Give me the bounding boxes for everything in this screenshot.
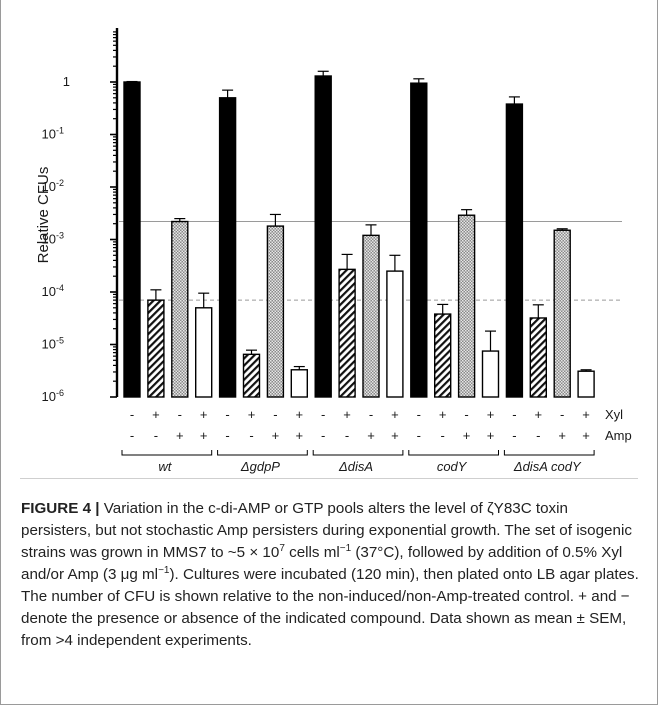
y-tick-label: 10-3: [42, 231, 64, 247]
y-tick-label: 1: [63, 74, 70, 89]
y-tick-exponent: -3: [56, 231, 64, 241]
bar: [266, 225, 285, 398]
bar: [434, 313, 452, 398]
bar: [147, 299, 165, 398]
condition-sign: +: [487, 407, 495, 422]
bar: [218, 97, 237, 398]
group-bracket: [217, 450, 308, 456]
caption-text-2: cells ml: [284, 544, 340, 561]
condition-sign: +: [152, 407, 160, 422]
bar: [194, 307, 213, 398]
group-label: ΔgdpP: [240, 459, 280, 474]
condition-sign: -: [441, 428, 445, 443]
condition-sign: +: [200, 407, 208, 422]
condition-sign: -: [321, 428, 325, 443]
condition-sign: +: [248, 407, 256, 422]
condition-sign: -: [154, 428, 158, 443]
figure-frame: [0, 0, 658, 705]
y-tick-exponent: -2: [56, 178, 64, 188]
bar: [314, 75, 332, 398]
condition-sign: -: [512, 428, 516, 443]
y-tick-label: 10-6: [42, 388, 64, 404]
bar: [505, 103, 524, 398]
y-tick-label: 10-5: [42, 336, 64, 352]
condition-sign: -: [417, 407, 421, 422]
condition-sign: +: [535, 407, 543, 422]
condition-sign: -: [225, 428, 229, 443]
condition-sign: +: [582, 428, 590, 443]
y-tick-label: 10-1: [42, 126, 64, 142]
bar: [553, 229, 571, 398]
bar: [481, 350, 500, 398]
caption-divider: [20, 478, 638, 479]
caption-text-1: Variation in the c-di-AMP or GTP pools a…: [21, 500, 632, 561]
group-bracket: [312, 450, 404, 456]
figure-caption: FIGURE 4 | Variation in the c-di-AMP or …: [21, 498, 641, 652]
condition-sign: -: [225, 407, 229, 422]
condition-sign: +: [487, 428, 495, 443]
condition-sign: -: [536, 428, 540, 443]
group-bracket: [121, 450, 213, 456]
condition-sign: -: [273, 407, 277, 422]
group-bracket: [503, 450, 595, 456]
row-label-amp: Amp: [605, 428, 632, 443]
caption-text-3: (37°C), followed by addition of 0.5% Xyl…: [21, 544, 623, 583]
condition-sign: -: [512, 407, 516, 422]
bar: [457, 214, 476, 398]
group-label: codY: [437, 459, 468, 474]
condition-sign: -: [130, 428, 134, 443]
caption-text-4: ). Cultures were incubated (120 min), th…: [21, 566, 639, 649]
condition-sign: +: [439, 407, 447, 422]
condition-sign: +: [463, 428, 471, 443]
y-axis-label: Relative CFUs: [35, 167, 52, 264]
bar: [171, 220, 189, 398]
row-label-xyl: Xyl: [605, 407, 623, 422]
caption-sup-1: 7: [279, 542, 285, 554]
condition-sign: -: [178, 407, 182, 422]
bar: [410, 82, 428, 398]
bar: [529, 317, 547, 398]
condition-sign: -: [321, 407, 325, 422]
condition-sign: -: [345, 428, 349, 443]
y-tick-label: 10-4: [42, 283, 64, 299]
y-tick-exponent: -6: [56, 388, 64, 398]
condition-sign: +: [558, 428, 566, 443]
bar: [577, 370, 595, 398]
condition-sign: -: [369, 407, 373, 422]
chart-plot-area: 1 10-1 10-2 10-3 10-4 10-5 10-6 - - + - - + + + - - + - - + +…: [42, 28, 632, 474]
condition-sign: -: [464, 407, 468, 422]
condition-sign: +: [391, 407, 399, 422]
caption-sup-3: −1: [158, 564, 170, 576]
group-label: wt: [158, 459, 172, 474]
group-bracket: [408, 450, 499, 456]
condition-sign: +: [343, 407, 351, 422]
condition-sign: +: [200, 428, 208, 443]
y-tick-exponent: -4: [56, 283, 64, 293]
y-tick-exponent: -5: [56, 336, 64, 346]
caption-label: FIGURE 4 |: [21, 500, 100, 517]
chart: Relative CFUs 110-110-210-310-410-510-6-…: [35, 28, 632, 474]
y-tick-label: 10-2: [42, 178, 64, 194]
condition-sign: +: [176, 428, 184, 443]
bar: [338, 268, 356, 398]
condition-sign: +: [367, 428, 375, 443]
condition-sign: -: [417, 428, 421, 443]
bar: [242, 353, 261, 398]
condition-sign: -: [249, 428, 253, 443]
bar: [362, 234, 380, 398]
condition-sign: +: [272, 428, 280, 443]
condition-sign: -: [560, 407, 564, 422]
condition-sign: -: [130, 407, 134, 422]
bar: [386, 270, 404, 398]
condition-sign: +: [296, 407, 304, 422]
bar: [123, 81, 141, 398]
condition-sign: +: [391, 428, 399, 443]
bar: [290, 369, 308, 398]
group-label: ΔdisA: [338, 459, 373, 474]
group-label: ΔdisA codY: [513, 459, 582, 474]
condition-sign: +: [296, 428, 304, 443]
y-tick-exponent: -1: [56, 126, 64, 136]
condition-sign: +: [582, 407, 590, 422]
caption-sup-2: −1: [339, 542, 352, 554]
